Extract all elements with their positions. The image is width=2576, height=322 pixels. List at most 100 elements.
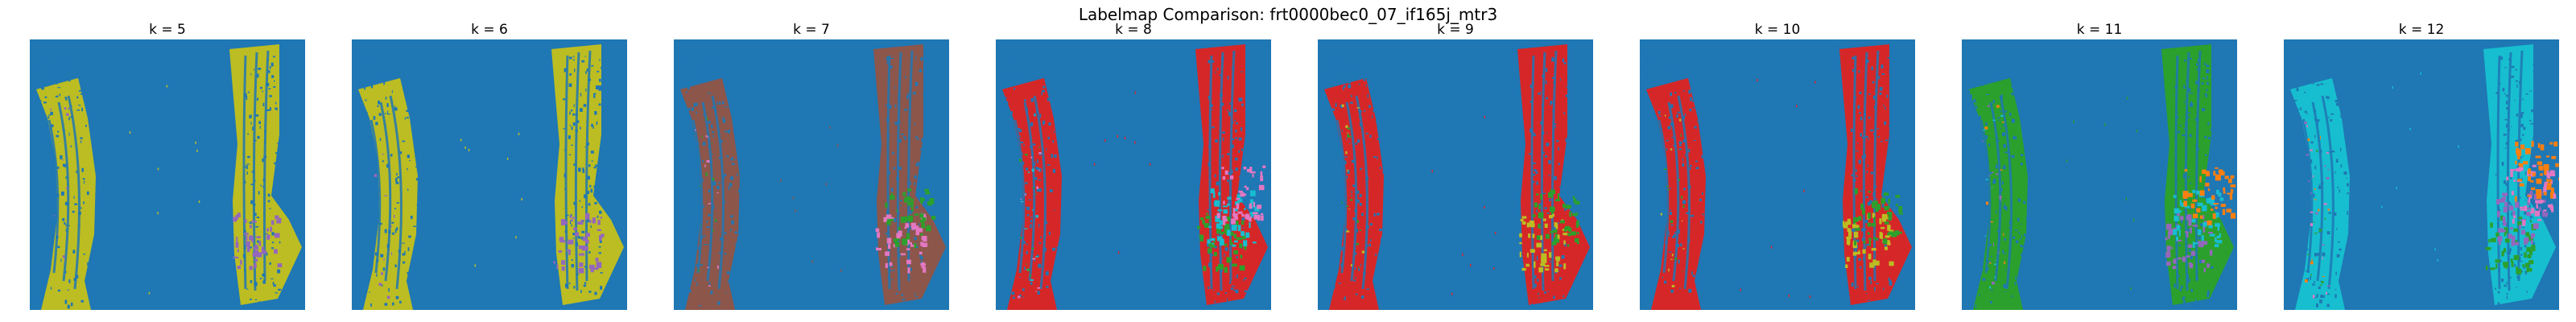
speckle [269,95,272,97]
speckle [2001,60,2004,64]
stray-pixel [2104,123,2106,126]
speckle [2501,223,2504,225]
speckle [1548,175,1550,176]
label-cluster [2488,239,2491,243]
speckle [597,215,599,218]
speckle [1347,170,1350,174]
speckle [1019,294,1022,297]
label-cluster [1038,169,1040,171]
speckle [682,275,684,277]
label-cluster [1521,216,1527,219]
label-cluster [911,198,914,201]
speckle [2000,97,2004,99]
speckle [708,244,709,246]
label-cluster [575,232,580,237]
speckle [2189,57,2192,60]
speckle [2508,100,2509,103]
speckle [2012,295,2013,297]
label-cluster [2310,262,2314,265]
speckle [1038,242,1042,245]
speckle [2309,218,2311,221]
label-cluster [2187,244,2193,248]
speckle [2297,84,2299,87]
speckle [1649,106,1652,108]
speckle [1991,76,1994,78]
speckle [1693,140,1697,141]
speckle [586,68,588,72]
label-cluster [2552,194,2557,199]
stray-pixel [198,200,200,204]
label-cluster [704,164,706,167]
speckle [1356,229,1358,233]
speckle [1688,185,1691,188]
speckle [1997,230,2000,233]
speckle [1563,295,1565,298]
label-cluster [2318,229,2322,232]
speckle [564,173,566,178]
speckle [1663,178,1666,180]
label-cluster [2503,207,2508,213]
speckle [1888,277,1890,281]
speckle [2195,118,2199,122]
label-cluster [1216,223,1221,229]
speckle [2499,267,2500,272]
speckle [255,225,259,228]
label-cluster [1880,227,1885,229]
swath-gap [389,95,402,290]
speckle [1851,128,1853,132]
label-cluster [914,225,919,229]
label-cluster [2176,225,2181,231]
speckle [1872,192,1875,196]
speckle [2521,227,2525,229]
label-cluster [2519,183,2524,187]
speckle [1974,285,1975,287]
speckle [49,70,53,72]
label-cluster [390,252,393,255]
label-cluster [2322,256,2323,260]
label-map [1318,39,1593,310]
speckle [370,184,374,189]
label-cluster [2538,207,2541,212]
speckle [1867,219,1869,221]
label-cluster [1999,196,2002,199]
speckle [729,183,733,187]
speckle [587,175,590,180]
label-cluster [2182,191,2189,197]
speckle [2520,138,2522,142]
speckle [380,254,384,258]
speckle [2495,287,2496,290]
label-cluster [2551,155,2557,159]
speckle [2320,83,2322,85]
label-cluster [1350,199,1353,201]
label-cluster [2528,175,2531,182]
speckle [1529,153,1532,155]
speckle [2318,287,2321,289]
speckle [1240,97,1243,101]
speckle [1348,85,1352,89]
label-cluster [1252,213,1257,216]
label-cluster [2207,220,2212,225]
speckle [914,182,916,185]
speckle [1215,139,1218,142]
speckle [1558,264,1563,267]
label-cluster [1888,218,1893,221]
speckle [1997,140,2000,142]
speckle [1538,93,1540,95]
speckle [697,246,700,250]
speckle [1530,101,1532,103]
label-cluster [1214,200,1220,207]
speckle [1565,208,1569,210]
label-cluster [1880,197,1886,204]
speckle [46,142,48,145]
speckle [722,101,724,105]
speckle [2316,84,2320,86]
speckle [2314,253,2318,257]
stray-pixel [474,264,476,267]
label-cluster [1230,175,1234,180]
speckle [2310,276,2311,280]
speckle [1329,293,1331,295]
label-cluster [1854,223,1856,228]
speckle [594,291,597,295]
speckle [402,253,405,256]
speckle [92,142,93,147]
